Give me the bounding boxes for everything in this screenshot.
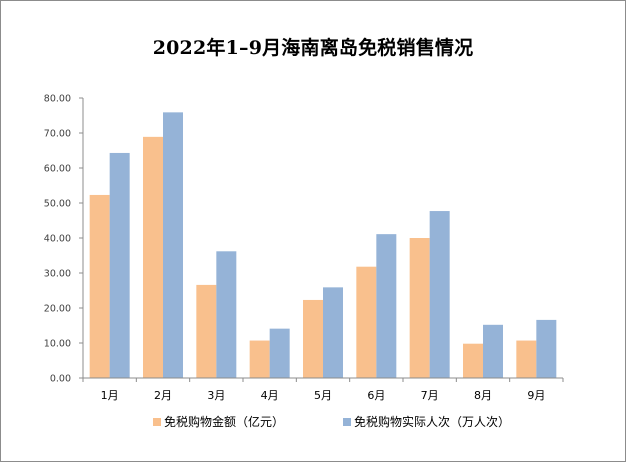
bar-visitors	[269, 328, 290, 378]
y-tick-label: 60.00	[44, 164, 71, 175]
legend-label-amount: 免税购物金额（亿元）	[164, 415, 285, 429]
bar-visitors	[429, 211, 450, 378]
x-tick-label: 3月	[207, 389, 225, 402]
x-tick-label: 7月	[421, 389, 439, 402]
bar-visitors	[323, 287, 343, 378]
y-tick-label: 70.00	[44, 129, 71, 140]
y-tick-label: 80.00	[44, 94, 71, 105]
legend-label-visitors: 免税购物实际人次（万人次）	[354, 415, 511, 429]
x-tick-label: 6月	[367, 389, 385, 402]
bar-amount	[143, 136, 163, 378]
bar-visitors	[483, 324, 503, 378]
y-tick-label: 30.00	[44, 269, 71, 280]
legend-item-amount: 免税购物金额（亿元）	[153, 413, 284, 430]
x-tick-label: 8月	[474, 389, 492, 402]
y-tick-label: 0.00	[50, 374, 71, 385]
bar-amount	[356, 266, 377, 378]
bar-visitors	[536, 319, 557, 378]
bar-amount	[89, 194, 110, 378]
y-tick-label: 20.00	[44, 304, 71, 315]
legend-item-visitors: 免税购物实际人次（万人次）	[343, 413, 510, 430]
bar-amount	[249, 340, 270, 378]
bar-visitors	[163, 112, 183, 378]
bar-visitors	[109, 152, 130, 378]
x-tick-label: 5月	[314, 389, 332, 402]
y-tick-label: 50.00	[44, 199, 71, 210]
bar-amount	[303, 299, 323, 378]
x-tick-label: 1月	[101, 389, 119, 402]
bar-amount	[463, 343, 483, 378]
x-tick-label: 2月	[154, 389, 172, 402]
bar-visitors	[376, 234, 397, 378]
legend-swatch-visitors	[343, 417, 351, 426]
bar-amount	[516, 340, 537, 378]
bar-visitors	[216, 251, 237, 378]
chart-legend: 免税购物金额（亿元） 免税购物实际人次（万人次）	[0, 413, 626, 431]
y-tick-label: 10.00	[44, 339, 71, 350]
legend-swatch-amount	[153, 417, 161, 426]
chart-title: 2022年1–9月海南离岛免税销售情况	[152, 37, 474, 59]
bar-amount	[409, 238, 430, 378]
y-tick-label: 40.00	[44, 234, 71, 245]
bar-amount	[196, 284, 217, 378]
x-tick-label: 9月	[527, 389, 545, 402]
x-tick-label: 4月	[261, 389, 279, 402]
